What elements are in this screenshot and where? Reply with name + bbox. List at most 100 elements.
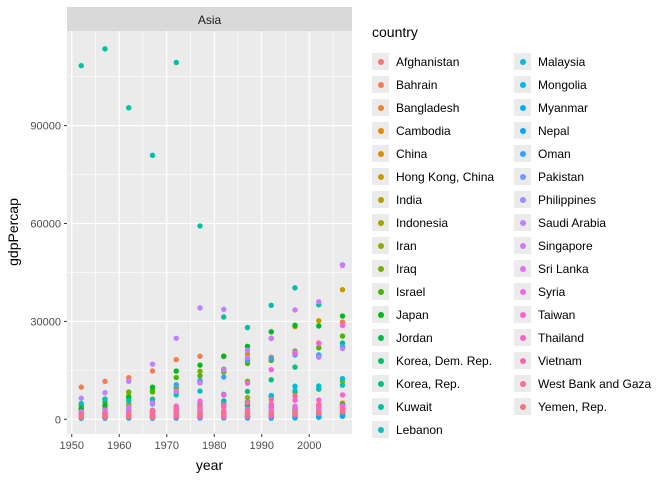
legend-key	[372, 214, 389, 231]
legend-item: Iran	[372, 234, 494, 257]
data-point	[126, 404, 132, 411]
legend-label: Korea, Dem. Rep.	[396, 353, 493, 368]
legend-item: Nepal	[514, 119, 651, 142]
data-point	[268, 329, 274, 335]
legend-dot-icon	[519, 357, 526, 364]
data-point	[339, 333, 346, 339]
y-tick-label: 30000	[30, 316, 61, 328]
legend-key	[514, 99, 531, 116]
data-point	[316, 323, 322, 329]
data-point	[173, 406, 179, 412]
legend-label: Malaysia	[538, 54, 586, 69]
data-point	[339, 345, 346, 352]
data-point	[102, 378, 108, 385]
legend-dot-icon	[377, 426, 384, 433]
data-point	[292, 307, 298, 313]
data-point	[173, 374, 179, 381]
legend-item: Kuwait	[372, 395, 494, 418]
data-point	[244, 388, 251, 395]
legend-dot-icon	[377, 173, 384, 180]
legend-key	[514, 237, 531, 254]
legend-dot-icon	[377, 357, 384, 364]
data-point	[316, 409, 322, 415]
legend-key	[372, 352, 389, 369]
data-point	[292, 397, 298, 403]
data-point	[149, 407, 156, 414]
legend-label: Kuwait	[396, 399, 433, 414]
legend-key	[372, 283, 389, 300]
data-point	[221, 314, 227, 320]
data-point	[292, 409, 298, 416]
data-point	[268, 396, 274, 403]
legend-label: India	[396, 192, 423, 207]
data-point	[197, 223, 203, 229]
legend-dot-icon	[519, 288, 526, 295]
facet-label: Asia	[198, 13, 222, 27]
legend-label: Taiwan	[538, 307, 576, 322]
data-point	[197, 353, 203, 359]
data-point	[244, 324, 251, 331]
legend-label: Myanmar	[538, 100, 589, 115]
legend-label: Hong Kong, China	[396, 169, 495, 184]
data-point	[268, 410, 274, 416]
data-point	[244, 413, 251, 420]
legend-key	[372, 145, 389, 162]
legend-key	[514, 214, 531, 231]
legend-item: Syria	[514, 280, 651, 303]
legend-label: West Bank and Gaza	[538, 376, 652, 391]
y-axis-label: gdpPercap	[5, 198, 21, 266]
data-point	[268, 377, 274, 383]
data-point	[339, 322, 346, 329]
major-gridlines	[67, 31, 352, 434]
x-tick-label: 1970	[155, 440, 179, 452]
data-point	[102, 396, 108, 403]
data-point	[221, 410, 227, 416]
legend-dot-icon	[519, 380, 526, 387]
legend-item: Jordan	[372, 326, 494, 349]
legend-label: Iran	[396, 238, 417, 253]
legend-label: Japan	[396, 307, 429, 322]
legend-dot-icon	[519, 311, 526, 318]
legend-label: Syria	[538, 284, 566, 299]
data-point	[316, 318, 322, 324]
data-point	[221, 374, 227, 380]
data-points	[78, 46, 346, 421]
legend-label: Israel	[396, 284, 426, 299]
data-point	[221, 392, 227, 398]
data-point	[268, 405, 274, 412]
data-point	[339, 392, 346, 398]
legend-key	[514, 352, 531, 369]
data-point	[149, 384, 156, 390]
y-tick-label: 0	[55, 414, 61, 426]
legend-key	[372, 99, 389, 116]
legend-dot-icon	[377, 81, 384, 88]
legend-label: Sri Lanka	[538, 261, 589, 276]
data-point	[126, 397, 132, 404]
data-point	[78, 62, 84, 69]
legend-key	[372, 122, 389, 139]
data-point	[102, 413, 108, 420]
legend-label: Nepal	[538, 123, 570, 138]
data-point	[221, 402, 227, 408]
minor-gridlines	[67, 31, 352, 434]
data-point	[339, 375, 346, 382]
data-point	[244, 399, 251, 406]
data-point	[126, 105, 132, 111]
legend-label: Vietnam	[538, 353, 582, 368]
legend-item: Bahrain	[372, 73, 494, 96]
data-point	[102, 402, 108, 408]
legend-item: Indonesia	[372, 211, 494, 234]
legend-label: Iraq	[396, 261, 417, 276]
legend-column-2: Malaysia Mongolia Myanmar Nepal Oman Pakistan…	[514, 50, 651, 418]
legend-dot-icon	[519, 196, 526, 203]
data-point	[292, 388, 298, 394]
data-point	[292, 350, 298, 357]
legend-key	[372, 53, 389, 70]
data-point	[292, 383, 298, 389]
legend-dot-icon	[377, 334, 384, 341]
legend-key	[514, 260, 531, 277]
legend-label: Cambodia	[396, 123, 451, 138]
data-point	[244, 343, 251, 349]
legend-item: Iraq	[372, 257, 494, 280]
